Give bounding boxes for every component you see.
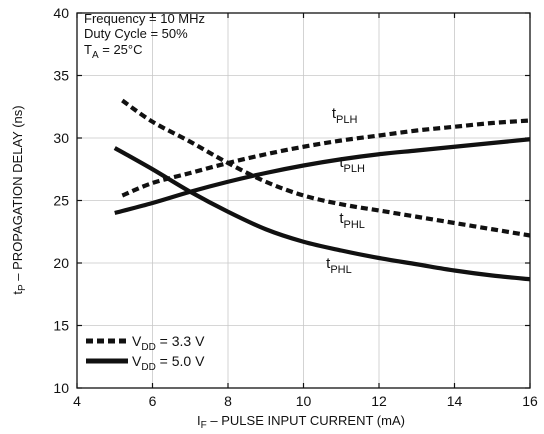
grid (76, 12, 531, 389)
y-tick-label: 40 (53, 5, 69, 21)
condition-temperature: TA = 25°C (84, 42, 143, 61)
curve-label-sub: PHL (344, 219, 365, 231)
x-tick-label: 8 (224, 393, 232, 409)
xlabel-sub: F (201, 420, 207, 431)
ylabel-t: t (10, 291, 25, 295)
curve-label-phl: tPHL (326, 255, 352, 276)
x-tick-label: 4 (73, 393, 81, 409)
series-line-tplh-5v0 (114, 137, 531, 216)
tick-labels: 4 6 8 10 12 14 16 10 15 20 25 30 35 40 (53, 5, 538, 409)
curve-label-main: t (339, 210, 344, 227)
x-tick-label: 10 (296, 393, 312, 409)
legend: VDD = 3.3 V VDD = 5.0 V (86, 333, 205, 373)
xlabel-i: I (197, 413, 201, 428)
curve-label-plh: tPLH (332, 105, 358, 126)
ylabel-rest: – PROPAGATION DELAY (ns) (10, 105, 25, 284)
curve-label-main: t (326, 255, 331, 272)
curve-label-phl: tPHL (339, 210, 365, 231)
series-line-tphl-5v0 (113, 146, 531, 282)
legend-entry-5v0: VDD = 5.0 V (132, 353, 205, 373)
curve-label-sub: PLH (336, 114, 357, 126)
curve-label-main: t (332, 105, 337, 122)
legend2-sub: DD (141, 362, 155, 373)
legend1-sub: DD (141, 342, 155, 353)
temp-rest: = 25°C (99, 42, 143, 57)
series-lines (113, 98, 531, 282)
legend2-rest: = 5.0 V (156, 353, 205, 369)
xlabel-rest: – PULSE INPUT CURRENT (mA) (207, 413, 405, 428)
series-line-tplh-3v3 (121, 118, 531, 198)
ylabel-sub: P (17, 284, 28, 291)
x-tick-label: 6 (149, 393, 157, 409)
curve-label-main: t (339, 154, 344, 171)
y-tick-label: 20 (53, 255, 69, 271)
curve-label-plh: tPLH (339, 154, 365, 175)
x-tick-label: 14 (447, 393, 463, 409)
x-tick-label: 12 (371, 393, 387, 409)
legend2-v: V (132, 353, 142, 369)
legend1-rest: = 3.3 V (156, 333, 205, 349)
condition-frequency: Frequency = 10 MHz (84, 11, 205, 26)
y-tick-label: 30 (53, 130, 69, 146)
y-tick-label: 35 (53, 68, 69, 84)
temp-t: T (84, 42, 92, 57)
y-tick-label: 15 (53, 318, 69, 334)
x-axis-label: IF – PULSE INPUT CURRENT (mA) (197, 413, 405, 431)
y-tick-label: 10 (53, 380, 69, 396)
series-line-tphl-3v3 (121, 98, 531, 238)
x-tick-label: 16 (522, 393, 538, 409)
y-tick-label: 25 (53, 193, 69, 209)
curve-label-sub: PHL (330, 264, 351, 276)
tick-marks (76, 12, 531, 389)
legend1-v: V (132, 333, 142, 349)
condition-duty-cycle: Duty Cycle = 50% (84, 26, 188, 41)
legend-entry-3v3: VDD = 3.3 V (132, 333, 205, 353)
curve-label-sub: PLH (344, 163, 365, 175)
temp-sub: A (92, 50, 99, 61)
conditions-box: Frequency = 10 MHz Duty Cycle = 50% TA =… (84, 11, 205, 61)
y-axis-label: tP – PROPAGATION DELAY (ns) (10, 105, 28, 294)
